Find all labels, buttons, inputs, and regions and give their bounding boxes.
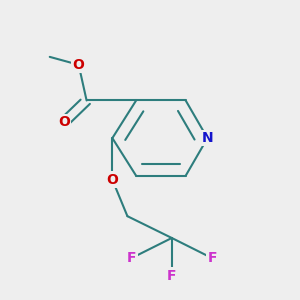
Text: O: O xyxy=(73,58,85,72)
Text: O: O xyxy=(106,173,118,187)
Text: N: N xyxy=(202,131,213,145)
Text: O: O xyxy=(58,115,70,129)
Text: F: F xyxy=(127,251,136,265)
Text: F: F xyxy=(167,268,176,283)
Text: F: F xyxy=(208,251,217,265)
